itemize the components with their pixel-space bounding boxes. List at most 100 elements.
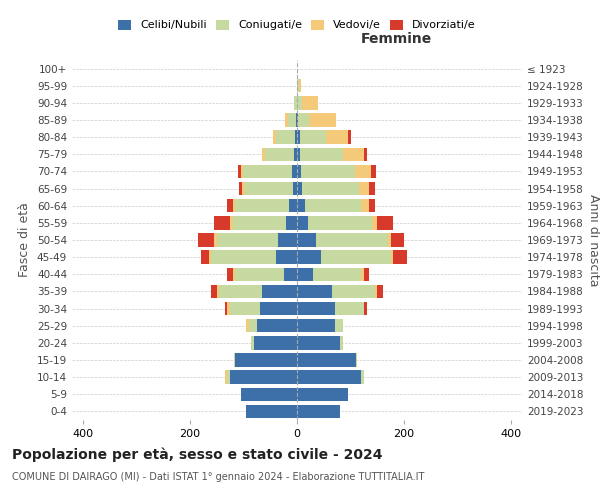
Bar <box>262 148 265 161</box>
Bar <box>276 130 295 144</box>
Bar <box>335 319 343 332</box>
Bar <box>230 302 260 316</box>
Bar <box>355 164 371 178</box>
Bar <box>274 130 276 144</box>
Y-axis label: Anni di nascita: Anni di nascita <box>587 194 600 286</box>
Bar <box>227 302 230 316</box>
Bar <box>297 354 356 366</box>
Bar <box>220 284 262 298</box>
Bar <box>230 216 233 230</box>
Legend: Celibi/Nubili, Coniugati/e, Vedovi/e, Divorziati/e: Celibi/Nubili, Coniugati/e, Vedovi/e, Di… <box>114 15 480 35</box>
Bar <box>321 250 391 264</box>
Bar <box>235 199 289 212</box>
Bar <box>254 336 297 349</box>
Bar <box>297 216 308 230</box>
Bar <box>361 268 364 281</box>
Bar <box>297 284 332 298</box>
Bar <box>356 354 357 366</box>
Bar <box>302 182 359 196</box>
Bar <box>262 284 297 298</box>
Bar <box>227 370 230 384</box>
Bar <box>297 114 298 126</box>
Bar <box>297 234 316 246</box>
Bar <box>391 250 394 264</box>
Bar <box>217 234 278 246</box>
Bar <box>326 130 348 144</box>
Bar <box>230 370 297 384</box>
Bar <box>295 148 297 161</box>
Bar <box>297 250 321 264</box>
Bar <box>308 216 372 230</box>
Bar <box>295 130 297 144</box>
Bar <box>316 234 388 246</box>
Bar <box>297 268 313 281</box>
Bar <box>370 182 374 196</box>
Bar <box>394 250 407 264</box>
Bar <box>335 302 364 316</box>
Bar <box>260 302 297 316</box>
Bar <box>370 199 374 212</box>
Bar <box>364 268 370 281</box>
Bar <box>301 164 355 178</box>
Bar <box>364 148 367 161</box>
Bar <box>235 268 284 281</box>
Text: Femmine: Femmine <box>361 32 431 46</box>
Bar <box>245 182 293 196</box>
Bar <box>224 302 227 316</box>
Bar <box>343 148 364 161</box>
Bar <box>359 182 370 196</box>
Bar <box>297 130 299 144</box>
Bar <box>249 319 257 332</box>
Bar <box>299 148 343 161</box>
Bar <box>299 130 326 144</box>
Bar <box>295 96 297 110</box>
Bar <box>296 114 297 126</box>
Bar <box>241 164 244 178</box>
Bar <box>372 216 377 230</box>
Bar <box>374 284 377 298</box>
Bar <box>224 370 227 384</box>
Bar <box>288 114 296 126</box>
Bar <box>391 234 404 246</box>
Bar <box>293 182 297 196</box>
Bar <box>242 182 245 196</box>
Bar <box>233 216 286 230</box>
Bar <box>198 234 214 246</box>
Bar <box>299 79 301 92</box>
Bar <box>371 164 376 178</box>
Bar <box>309 114 335 126</box>
Bar <box>364 302 367 316</box>
Bar <box>211 284 217 298</box>
Bar <box>227 199 233 212</box>
Bar <box>284 268 297 281</box>
Bar <box>377 216 394 230</box>
Bar <box>297 96 302 110</box>
Bar <box>233 199 235 212</box>
Bar <box>241 388 297 401</box>
Bar <box>292 164 297 178</box>
Bar <box>238 164 241 178</box>
Bar <box>298 114 309 126</box>
Bar <box>257 319 297 332</box>
Bar <box>265 148 295 161</box>
Bar <box>297 319 335 332</box>
Bar <box>297 164 301 178</box>
Bar <box>297 370 361 384</box>
Bar <box>388 234 391 246</box>
Bar <box>227 268 233 281</box>
Bar <box>332 284 374 298</box>
Bar <box>302 96 319 110</box>
Bar <box>297 404 340 418</box>
Bar <box>297 388 348 401</box>
Bar <box>246 319 249 332</box>
Bar <box>348 130 350 144</box>
Bar <box>286 216 297 230</box>
Bar <box>244 164 292 178</box>
Bar <box>361 199 370 212</box>
Bar <box>275 250 297 264</box>
Bar <box>305 199 361 212</box>
Bar <box>297 302 335 316</box>
Bar <box>235 354 297 366</box>
Bar <box>297 148 299 161</box>
Bar <box>214 234 217 246</box>
